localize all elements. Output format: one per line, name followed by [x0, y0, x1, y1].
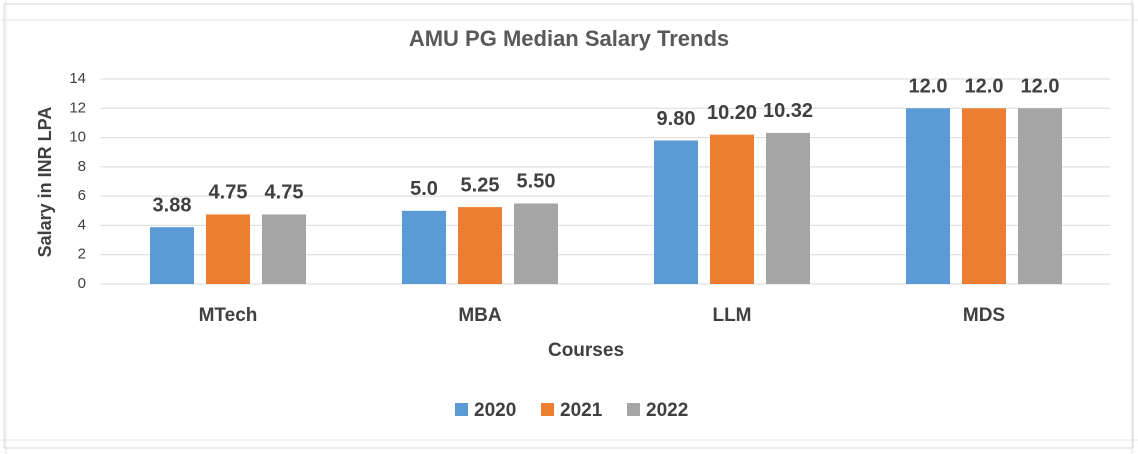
y-tick-label: 12 — [69, 99, 86, 116]
legend-swatch — [541, 403, 554, 416]
y-tick-label: 8 — [78, 158, 86, 175]
x-tick-label: MBA — [458, 305, 502, 326]
legend-swatch — [455, 403, 468, 416]
x-tick-label: MTech — [199, 305, 258, 326]
legend-label: 2022 — [646, 400, 688, 421]
value-label: 12.0 — [965, 76, 1004, 98]
bar — [1018, 108, 1062, 285]
legend-label: 2021 — [560, 400, 603, 421]
bar — [906, 108, 950, 285]
value-label: 4.75 — [265, 182, 304, 204]
value-label: 3.88 — [153, 194, 192, 216]
bar — [766, 132, 810, 284]
bar — [150, 227, 194, 284]
legend-swatch — [627, 403, 640, 416]
bar — [710, 134, 754, 284]
value-label: 12.0 — [1021, 76, 1060, 98]
value-label: 9.80 — [657, 108, 696, 130]
bar — [654, 140, 698, 284]
bar — [206, 214, 250, 284]
y-tick-label: 10 — [69, 129, 86, 146]
chart-title: AMU PG Median Salary Trends — [409, 26, 729, 51]
value-label: 5.50 — [517, 171, 556, 193]
bar — [514, 203, 558, 284]
bar — [262, 214, 306, 284]
bar — [402, 210, 446, 284]
legend-label: 2020 — [474, 400, 516, 421]
value-label: 4.75 — [209, 182, 248, 204]
chart-border — [3, 3, 1134, 449]
x-tick-label: LLM — [712, 305, 751, 326]
y-axis-label: Salary in INR LPA — [35, 107, 55, 258]
y-tick-label: 2 — [78, 246, 86, 263]
x-tick-label: MDS — [963, 305, 1005, 326]
y-tick-label: 4 — [78, 216, 86, 233]
y-tick-label: 0 — [78, 275, 86, 292]
value-label: 10.32 — [763, 100, 813, 122]
value-label: 12.0 — [909, 76, 948, 98]
bar — [962, 108, 1006, 285]
x-axis-label: Courses — [548, 340, 624, 361]
value-label: 10.20 — [707, 102, 757, 124]
y-tick-label: 6 — [78, 187, 86, 204]
value-label: 5.25 — [461, 174, 500, 196]
bar — [458, 207, 502, 284]
y-tick-label: 14 — [69, 70, 86, 87]
value-label: 5.0 — [410, 178, 438, 200]
